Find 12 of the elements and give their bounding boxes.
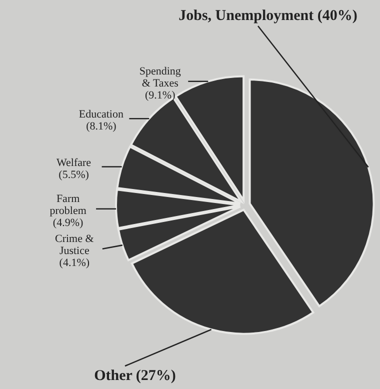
data-label: (9.1%) <box>145 89 176 102</box>
data-label: (8.1%) <box>86 120 117 133</box>
data-label: (4.9%) <box>52 216 84 229</box>
slice-label: Welfare <box>56 156 92 169</box>
slice-label: Jobs, Unemployment (40%) <box>178 8 358 24</box>
data-label: (4.1%) <box>59 256 90 269</box>
slice-label: Spending & Taxes <box>139 65 182 90</box>
slice-label: Other (27%) <box>94 368 176 384</box>
slice-label: Crime & Justice <box>55 232 94 257</box>
slice-label: Education <box>78 108 124 121</box>
data-label: (5.5%) <box>58 168 90 181</box>
slice-label: Farm problem <box>50 192 87 217</box>
